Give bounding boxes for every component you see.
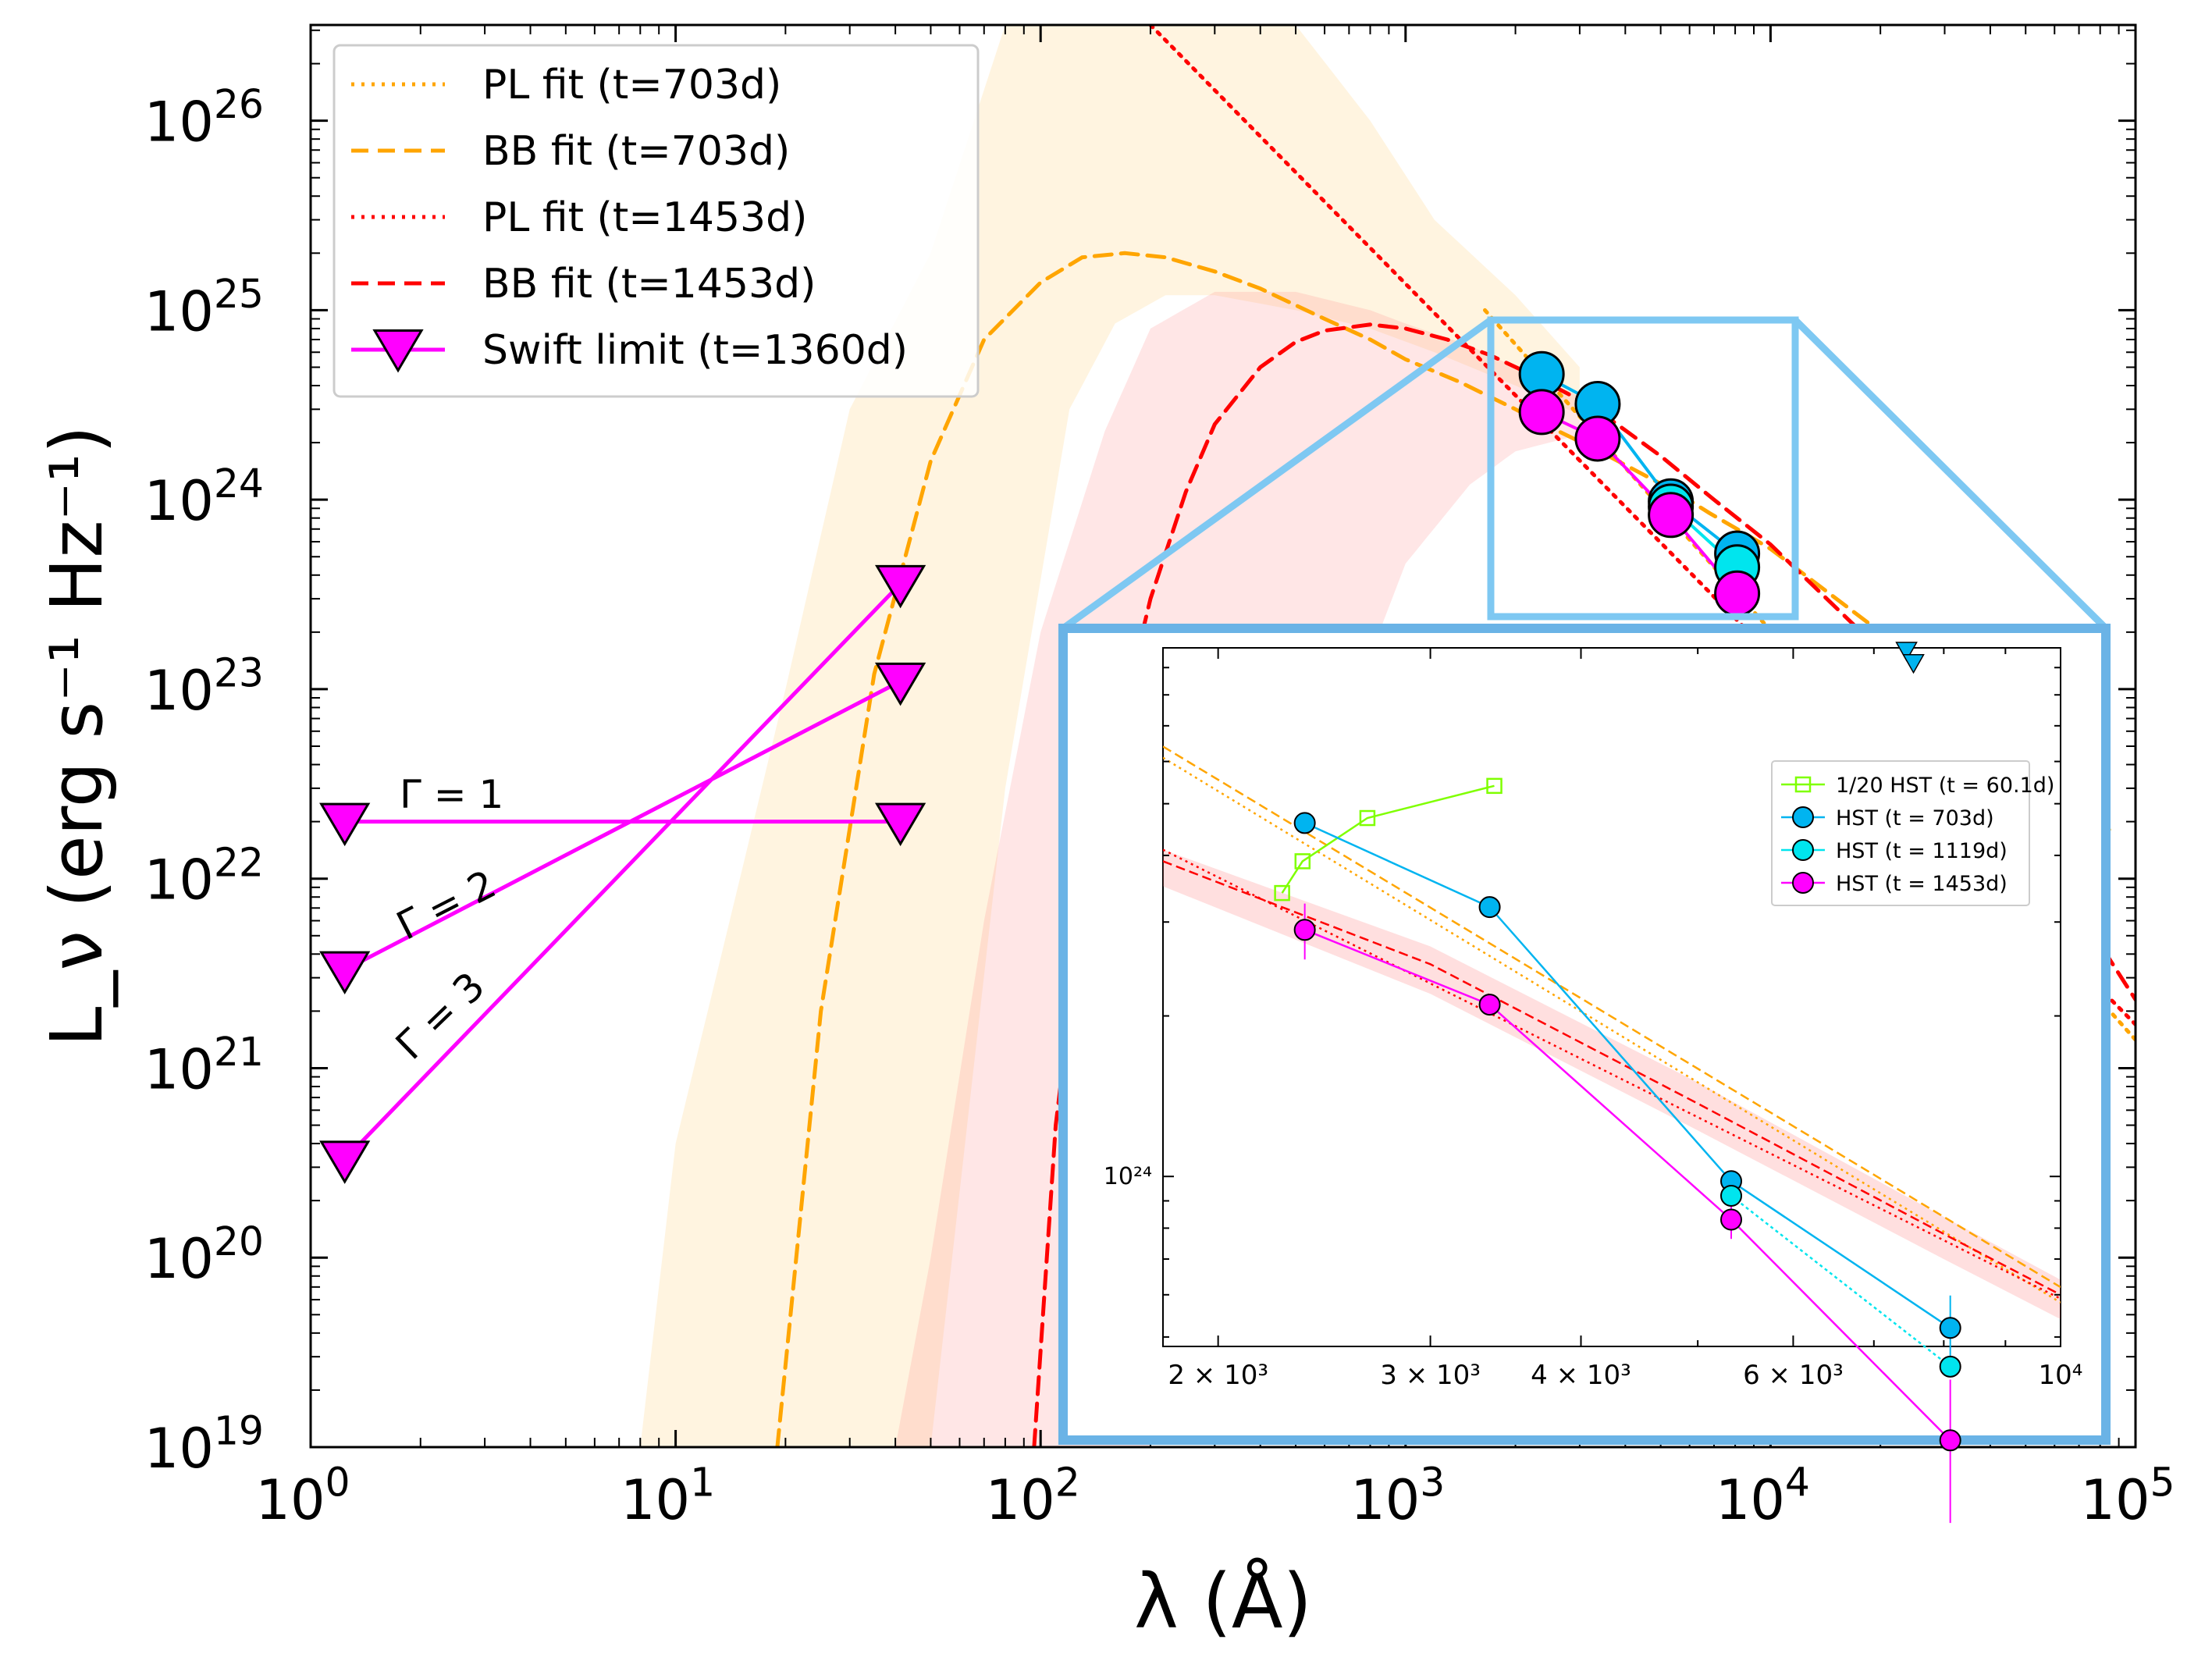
hst-line-hst-t-703d [1541, 372, 1738, 555]
axis-tick-labels: 100 101 102 103 104 105 1019 1020 1021 1022 1023 10… [144, 81, 2175, 1532]
inset-legend-swatch-marker [1794, 776, 1812, 793]
inset-point-hst-t-1453d-3 [1939, 1429, 1961, 1452]
zoom-connector-right [1792, 317, 2109, 631]
x-tick-label-4: 104 [1716, 1460, 1810, 1532]
inset-point-hst-t-703d-3 [1939, 1317, 1961, 1339]
inset-line-hst-60 [1281, 784, 1495, 894]
hst-point-hst-t-1453d-2 [1648, 492, 1695, 539]
gamma-label-2: Γ = 2 [389, 861, 503, 948]
gamma-label-1: Γ = 1 [400, 772, 503, 817]
inset-x-tick-label: 4 × 10³ [1531, 1360, 1631, 1391]
y-tick-label-26: 1026 [144, 81, 264, 154]
y-tick-label-25: 1025 [144, 271, 264, 343]
inset-x-tick-label: 3 × 10³ [1380, 1360, 1481, 1391]
x-tick-label-1: 101 [621, 1460, 715, 1532]
inset-point-hst-t-703d-0 [1293, 812, 1316, 834]
swift-limit-marker-right-2 [874, 662, 926, 706]
inset-line-hst-t-703d [1304, 822, 1951, 1329]
inset-panel: 2 × 10³ 3 × 10³ 4 × 10³ 6 × 10³ 10⁴ 10²⁴ 1/20… [1058, 624, 2111, 1524]
hst-points [1518, 350, 1761, 617]
y-axis-label: L_ν (erg s⁻¹ Hz⁻¹) [35, 425, 119, 1047]
inset-legend-swatch-marker [1792, 806, 1814, 828]
inset-line-hst-t-1119d [1730, 1195, 1951, 1368]
zoom-connector-left [1061, 317, 1493, 631]
inset-legend: 1/20 HST (t = 60.1d) HST (t = 703d) HST (t… [1771, 760, 2054, 906]
swift-limit-marker-right-1 [874, 802, 926, 847]
gamma-labels: Γ = 1 Γ = 2 Γ = 3 [387, 772, 503, 1069]
swift-limits [319, 564, 926, 1184]
x-tick-label-2: 102 [986, 1460, 1080, 1532]
inset-legend-label-2: HST (t = 1119d) [1836, 839, 2008, 863]
legend-label-swift-limit-t-1360d: Swift limit (t=1360d) [482, 327, 908, 374]
inset-data [1274, 642, 1961, 1524]
inset-point-hst-t-1119d-1 [1939, 1355, 1961, 1378]
x-axis-label: λ (Å) [1134, 1557, 1312, 1645]
inset-point-hst-60-2 [1359, 809, 1376, 827]
inset-band [1163, 849, 2061, 1320]
zoom-indicator [1061, 316, 2109, 631]
inset-band-bb-1453 [1163, 849, 2061, 1320]
inset-legend-frame [1771, 760, 2030, 906]
inset-legend-swatch-marker [1792, 872, 1814, 894]
inset-point-hst-t-1453d-2 [1720, 1208, 1743, 1231]
inset-legend-label-0: 1/20 HST (t = 60.1d) [1836, 774, 2054, 798]
inset-point-hst-60-3 [1486, 777, 1503, 795]
inset-bb-703 [1163, 745, 2061, 1289]
inset-ticks [1163, 648, 2061, 1346]
inset-pl-1453 [1163, 848, 2061, 1300]
inset-fit-curves [1163, 745, 2061, 1304]
legend-label-pl-fit-t-703d: PL fit (t=703d) [482, 62, 781, 108]
swift-limit-marker-left-3 [319, 1140, 371, 1184]
inset-point-hst-t-1119d-0 [1720, 1184, 1743, 1207]
y-tick-label-19: 1019 [144, 1408, 264, 1481]
legend-label-bb-fit-t-703d: BB fit (t=703d) [482, 128, 790, 175]
y-tick-label-21: 1021 [144, 1029, 264, 1101]
main-plot-frame [309, 23, 2137, 1449]
inset-tick-labels: 2 × 10³ 3 × 10³ 4 × 10³ 6 × 10³ 10⁴ 10²⁴ [1104, 1163, 2083, 1391]
swift-limit-marker-left-2 [319, 951, 371, 995]
legend-label-bb-fit-t-1453d: BB fit (t=1453d) [482, 261, 816, 308]
inset-upper-limit-0 [1895, 642, 1918, 662]
hst-line-hst-t-1453d [1541, 411, 1739, 595]
inset-point-hst-60-0 [1274, 884, 1290, 902]
legend-label-pl-fit-t-1453d: PL fit (t=1453d) [482, 194, 807, 241]
curve-bb-fit-t-703d [775, 251, 2112, 1447]
inset-point-hst-t-703d-1 [1478, 896, 1501, 919]
inset-legend-swatch-marker [1792, 839, 1814, 861]
swift-line-gamma-2 [343, 679, 902, 972]
zoom-box [1487, 316, 1799, 621]
inset-pl-703 [1163, 756, 2061, 1304]
legend-swatch-triangle [372, 329, 424, 373]
inset-y-tick-label: 10²⁴ [1104, 1163, 1152, 1190]
inset-x-tick-label: 2 × 10³ [1168, 1360, 1268, 1391]
inset-legend-label-1: HST (t = 703d) [1836, 806, 1994, 830]
hst-point-hst-t-1453d-1 [1574, 415, 1621, 462]
legend-frame [333, 44, 980, 398]
gamma-label-3: Γ = 3 [387, 963, 493, 1068]
main-legend: PL fit (t=703d) BB fit (t=703d) PL fit (t=… [333, 44, 980, 398]
inset-line-hst-t-1453d [1304, 929, 1951, 1442]
hst-point-hst-t-1453d-3 [1714, 570, 1761, 617]
inset-x-tick-label: 6 × 10³ [1743, 1360, 1844, 1391]
inset-point-hst-60-1 [1294, 853, 1311, 870]
x-tick-label-5: 105 [2080, 1460, 2175, 1532]
y-tick-label-24: 1024 [144, 461, 264, 533]
y-tick-label-20: 1020 [144, 1218, 264, 1291]
y-tick-label-22: 1022 [144, 839, 264, 912]
inset-point-hst-t-1453d-1 [1478, 994, 1501, 1016]
inset-upper-limit-1 [1902, 653, 1925, 674]
inset-plot-frame [1162, 647, 2061, 1347]
inset-bb-1453 [1163, 860, 2061, 1296]
inset-point-hst-t-1453d-0 [1293, 919, 1316, 941]
y-tick-label-23: 1023 [144, 650, 264, 723]
swift-limit-marker-left-1 [319, 802, 371, 847]
inset-legend-label-3: HST (t = 1453d) [1836, 872, 2008, 896]
swift-limit-marker-right-3 [874, 564, 926, 609]
x-tick-label-0: 100 [255, 1460, 350, 1532]
x-tick-label-3: 103 [1350, 1460, 1445, 1532]
inset-x-tick-label: 10⁴ [2039, 1360, 2083, 1391]
hst-point-hst-t-1453d-0 [1518, 389, 1565, 436]
swift-line-gamma-3 [343, 582, 902, 1161]
